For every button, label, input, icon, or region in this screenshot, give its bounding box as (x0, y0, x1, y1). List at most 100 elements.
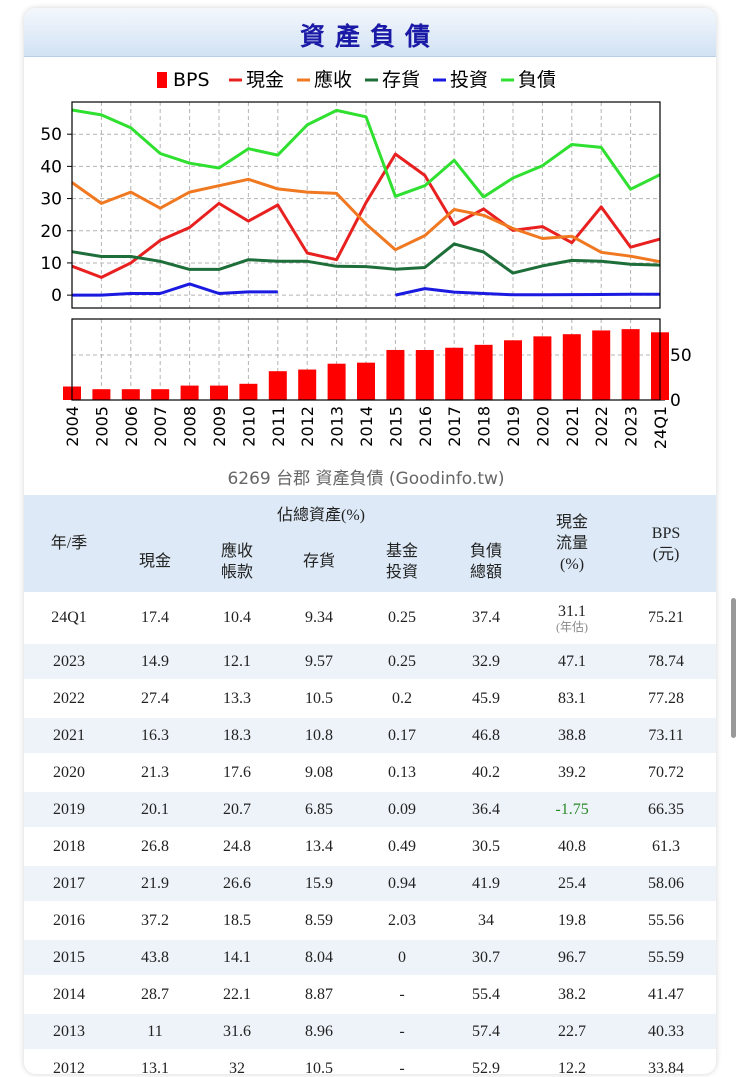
bps-bar (239, 383, 258, 400)
series-line-投資 (395, 287, 660, 297)
cell-cashflow: 39.2 (528, 753, 617, 791)
cell-receivable: 31.6 (196, 1012, 278, 1050)
balance-sheet-card: 資產負債 BPS 現金 應收 存貨 投資 負債 0 10 20 30 40 50 0 50 2004 200… (24, 8, 716, 1074)
x-tick-label: 2010 (239, 406, 258, 447)
cell-cash: 20.1 (114, 790, 196, 828)
cell-liability: 57.4 (444, 1012, 529, 1050)
cell-inventory: 9.34 (278, 592, 360, 643)
cell-cash: 27.4 (114, 679, 196, 717)
cell-fund: - (360, 1049, 444, 1074)
y-tick-label: 30 (40, 190, 62, 210)
series-line-投資 (72, 282, 278, 297)
cell-fund: 0.17 (360, 716, 444, 754)
x-tick-label: 2012 (298, 406, 317, 447)
title-bar: 資產負債 (24, 8, 716, 57)
col-fund-header: 基金 投資 (385, 542, 418, 581)
legend-label: 應收 (314, 68, 352, 91)
cell-cash: 43.8 (114, 938, 196, 976)
y-tick-label: 20 (40, 222, 62, 242)
x-tick-label: 2015 (386, 406, 405, 447)
balance-sheet-table: 年/季 佔總資產(%) 現金 流量 (%) BPS (元) 現金 應收 帳款 (24, 495, 716, 1074)
x-tick-label: 2011 (269, 406, 288, 447)
cell-cashflow: 38.2 (528, 975, 617, 1013)
table-row: 2015 43.8 14.1 8.04 0 30.7 96.7 55.59 (24, 938, 716, 976)
cell-bps: 70.72 (616, 753, 716, 791)
x-tick-label: 2020 (533, 406, 552, 447)
legend-label: BPS (173, 69, 210, 91)
bps-bar (357, 362, 375, 400)
cell-liability: 32.9 (444, 642, 529, 680)
cell-liability: 52.9 (444, 1049, 529, 1074)
col-liability-header: 負債 總額 (470, 542, 503, 581)
cell-receivable: 12.1 (196, 642, 278, 680)
cell-cashflow: 38.8 (528, 716, 617, 754)
x-tick-label: 2019 (504, 406, 523, 447)
bps-bar (298, 369, 317, 400)
cell-receivable: 13.3 (196, 679, 278, 717)
chart-title: 資產負債 (299, 22, 440, 51)
cell-cash: 21.9 (114, 864, 196, 902)
col-group-header: 佔總資產(%) (277, 506, 366, 524)
cell-cash: 28.7 (114, 975, 196, 1013)
cell-bps: 41.47 (616, 975, 716, 1013)
cell-fund: 0.2 (360, 679, 444, 717)
cell-fund: 0 (360, 938, 444, 976)
col-bps-header: BPS (元) (651, 524, 681, 563)
cell-fund: - (360, 975, 444, 1013)
cell-fund: 0.09 (360, 790, 444, 828)
bps-bar (180, 385, 199, 400)
y-tick-label: 10 (40, 254, 62, 274)
cell-cashflow: 83.1 (528, 679, 617, 717)
cell-year: 2018 (24, 827, 114, 865)
cell-year: 2017 (24, 864, 114, 902)
x-tick-label: 2005 (92, 406, 111, 447)
cell-inventory: 15.9 (278, 864, 360, 902)
chart-legend: BPS 現金 應收 存貨 投資 負債 (157, 68, 556, 91)
scrollbar[interactable] (731, 598, 736, 738)
cell-bps: 75.21 (616, 592, 716, 643)
bps-bar (268, 371, 287, 400)
cell-bps: 77.28 (616, 679, 716, 717)
cell-inventory: 10.5 (278, 679, 360, 717)
cell-liability: 45.9 (444, 679, 529, 717)
table-row: 2013 11 31.6 8.96-57.4 22.7 40.33 (24, 1012, 716, 1050)
cell-cashflow: 22.7 (528, 1012, 617, 1050)
x-tick-label: 2018 (475, 406, 494, 447)
lower-plot-frame (71, 318, 661, 401)
cell-year: 2021 (24, 716, 114, 754)
x-tick-label: 2022 (592, 406, 611, 447)
legend-label: 現金 (246, 69, 284, 91)
cell-receivable: 32 (196, 1049, 278, 1074)
cell-liability: 34 (444, 901, 529, 939)
series-line-負債 (71, 108, 661, 199)
cell-liability: 36.4 (444, 790, 529, 828)
cell-receivable: 24.8 (196, 827, 278, 865)
cell-cashflow: 47.1 (528, 642, 617, 680)
cell-cash: 17.4 (114, 592, 196, 643)
cell-inventory: 9.57 (278, 642, 360, 680)
cell-cashflow: 12.2 (528, 1049, 617, 1074)
cell-receivable: 17.6 (196, 753, 278, 791)
bps-bar (327, 363, 346, 400)
cell-year: 2015 (24, 938, 114, 976)
cell-inventory: 10.8 (278, 716, 360, 754)
cell-cash: 13.1 (114, 1049, 196, 1074)
cell-inventory: 9.08 (278, 753, 360, 791)
cell-inventory: 10.5 (278, 1049, 360, 1074)
cell-year: 2022 (24, 679, 114, 717)
cell-bps: 78.74 (616, 642, 716, 680)
x-tick-label: 2023 (622, 406, 641, 447)
cell-fund: 0.49 (360, 827, 444, 865)
table-row: 2021 16.3 18.3 10.8 0.17 46.8 38.8 73.11 (24, 716, 716, 754)
series-line-存貨 (71, 242, 661, 275)
bps-bar (121, 389, 140, 400)
chart-caption: 6269 台郡 資產負債 (Goodinfo.tw) (227, 469, 504, 489)
bps-bar (445, 347, 464, 400)
cell-inventory: 8.04 (278, 938, 360, 976)
y-tick-label: 0 (51, 286, 62, 306)
cell-bps: 40.33 (616, 1012, 716, 1050)
cell-inventory: 6.85 (278, 790, 360, 828)
cell-receivable: 10.4 (196, 592, 278, 643)
cell-liability: 46.8 (444, 716, 529, 754)
col-year-header: 年/季 (50, 535, 88, 552)
